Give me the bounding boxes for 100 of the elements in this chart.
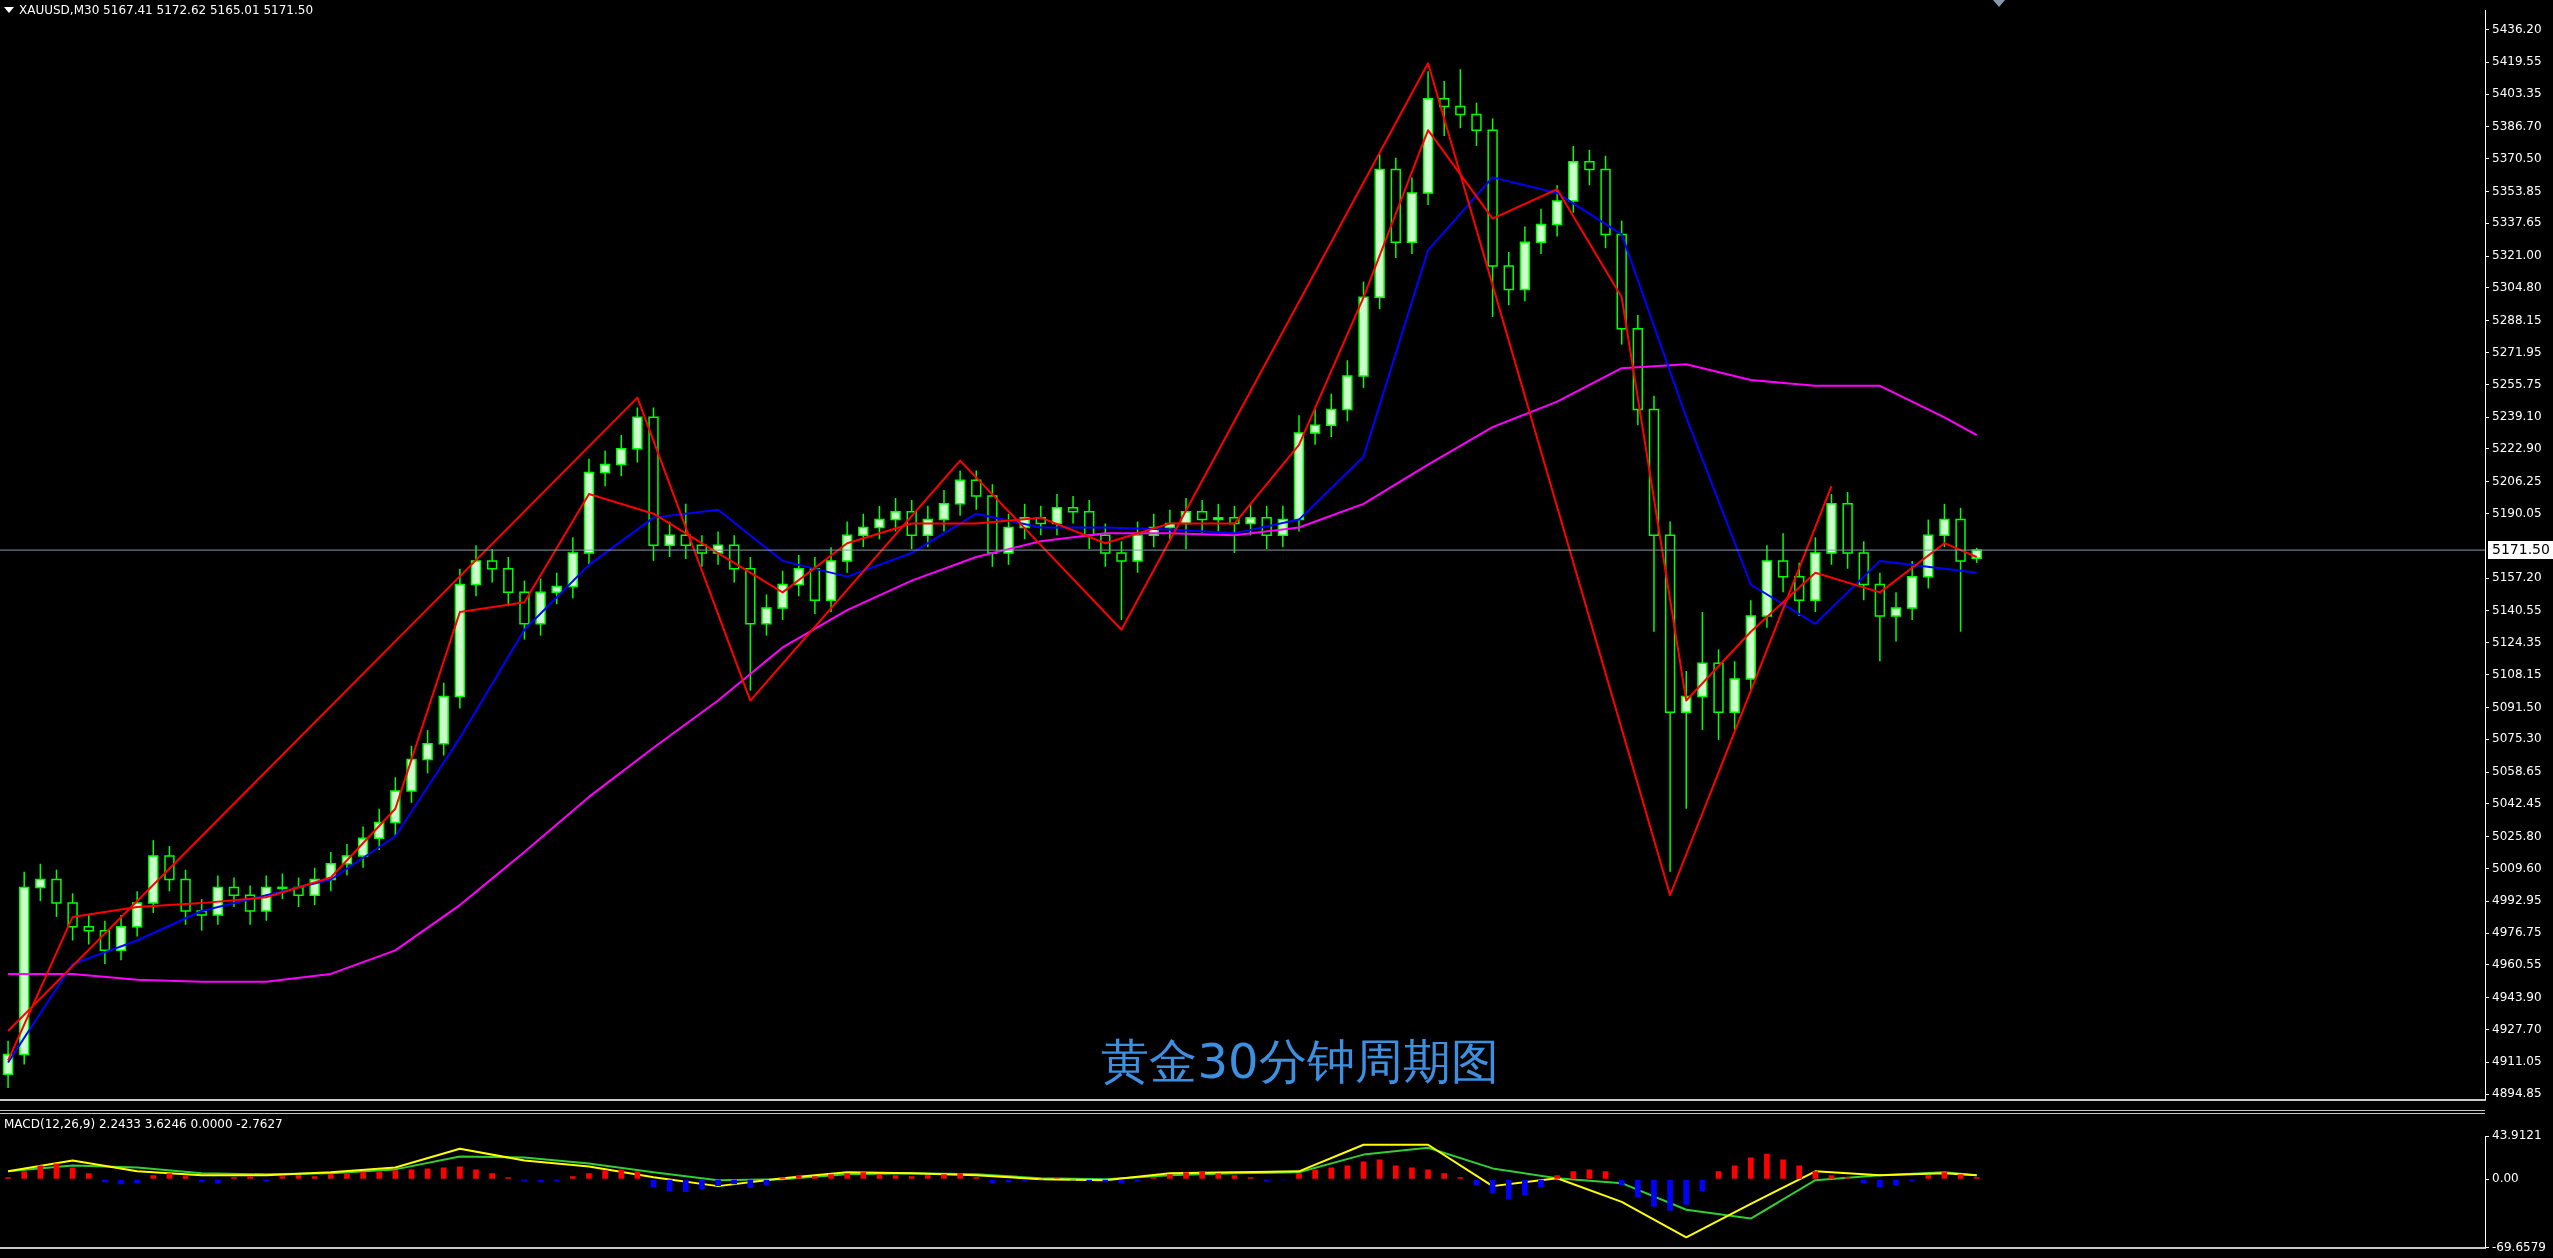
y-tick-label: 5108.15 [2492, 666, 2542, 681]
bar [1828, 1175, 1835, 1179]
bar [134, 1179, 140, 1184]
y-tick-label: 5337.65 [2492, 215, 2542, 230]
bar [1731, 1165, 1738, 1179]
y-tick-label: -69.6579 [2492, 1239, 2546, 1254]
y-tick-label: 5288.15 [2492, 312, 2542, 327]
bar [795, 1175, 802, 1179]
bar [860, 1172, 867, 1179]
y-tick-label: 5419.55 [2492, 54, 2542, 69]
bar [876, 1174, 883, 1179]
bar [602, 1170, 608, 1179]
bar [1941, 1172, 1948, 1179]
bar [892, 1175, 899, 1179]
bar [908, 1176, 915, 1179]
y-tick-label: 5304.80 [2492, 280, 2542, 295]
bar [1522, 1179, 1528, 1195]
bar [570, 1176, 576, 1179]
ref-line-label: 5171.50 [2492, 540, 2550, 557]
y-tick-label: 5436.20 [2492, 21, 2542, 36]
bar [408, 1169, 415, 1179]
y-tick-label: 5206.25 [2492, 473, 2542, 488]
bar [215, 1179, 221, 1184]
bar [360, 1172, 366, 1179]
bar [1747, 1157, 1754, 1179]
bar [1860, 1179, 1867, 1184]
bar [1199, 1171, 1205, 1179]
bar [682, 1179, 689, 1193]
y-tick-label: 5239.10 [2492, 409, 2542, 424]
chart-title: MACD(12,26,9) 2.2433 3.6246 0.0000 -2.7627 [4, 1117, 283, 1131]
y-tick-label: 5255.75 [2492, 376, 2542, 391]
bar [53, 1163, 60, 1179]
bar [1877, 1179, 1883, 1188]
y-tick-label: 5058.65 [2492, 764, 2542, 779]
y-tick-label: 4943.90 [2492, 989, 2542, 1004]
y-tick-label: 4960.55 [2492, 957, 2542, 972]
bar [634, 1171, 641, 1179]
bar [1167, 1174, 1173, 1179]
bar [1893, 1179, 1899, 1186]
bar [1651, 1179, 1657, 1207]
y-tick-label: 5370.50 [2492, 150, 2542, 165]
bar [1328, 1167, 1335, 1179]
bar [295, 1175, 302, 1179]
y-tick-label: 5140.55 [2492, 603, 2542, 618]
bar [457, 1166, 463, 1179]
bar [440, 1167, 447, 1179]
y-tick-label: 5353.85 [2492, 183, 2542, 198]
chart-title: XAUUSD,M30 5167.41 5172.62 5165.01 5171.50 [19, 3, 314, 17]
bar [69, 1167, 76, 1179]
y-tick-label: 5075.30 [2492, 731, 2542, 746]
y-tick-label: 5042.45 [2492, 796, 2542, 811]
bar [957, 1173, 963, 1179]
bar [1715, 1171, 1722, 1179]
bar [279, 1176, 286, 1179]
bar [941, 1174, 947, 1179]
y-tick-label: 5157.20 [2492, 570, 2542, 585]
bar [925, 1175, 931, 1179]
bar [715, 1179, 721, 1187]
bar [1764, 1153, 1770, 1179]
bar [344, 1173, 350, 1179]
y-tick-label: 5271.95 [2492, 344, 2542, 359]
bar [424, 1168, 431, 1179]
bar [1215, 1173, 1222, 1179]
bar [1344, 1165, 1351, 1179]
bar [1392, 1165, 1399, 1179]
bar [85, 1173, 92, 1179]
bar [1925, 1175, 1932, 1179]
annotation: 黄金30分钟周期图 [1100, 1032, 1500, 1091]
bar [844, 1173, 850, 1179]
y-tick-label: 4894.85 [2492, 1086, 2542, 1101]
y-tick-label: 43.9121 [2492, 1128, 2542, 1143]
bar [311, 1176, 318, 1179]
bar [812, 1176, 818, 1179]
bar [1780, 1159, 1786, 1179]
y-tick-label: 5190.05 [2492, 505, 2542, 520]
y-tick-label: 4927.70 [2492, 1021, 2542, 1036]
bar [1957, 1174, 1964, 1179]
bar [1231, 1175, 1238, 1179]
bar [21, 1171, 28, 1179]
bar [828, 1174, 834, 1179]
bar [1296, 1173, 1302, 1179]
bar [1667, 1179, 1673, 1211]
bar [1409, 1167, 1415, 1179]
bar [1183, 1172, 1189, 1179]
bar [699, 1179, 705, 1190]
bar [618, 1169, 625, 1179]
bar [1425, 1169, 1431, 1179]
y-tick-label: 5124.35 [2492, 634, 2542, 649]
bar [489, 1173, 495, 1179]
y-tick-label: 5403.35 [2492, 86, 2542, 101]
bar [1441, 1173, 1448, 1179]
bar [1683, 1179, 1690, 1205]
bar [182, 1176, 189, 1179]
bar [1538, 1179, 1544, 1188]
bar [731, 1179, 738, 1185]
y-tick-label: 5386.70 [2492, 118, 2542, 133]
bar [1312, 1169, 1318, 1179]
bar [1602, 1171, 1609, 1179]
bar [150, 1175, 157, 1179]
y-tick-label: 0.00 [2492, 1171, 2519, 1186]
